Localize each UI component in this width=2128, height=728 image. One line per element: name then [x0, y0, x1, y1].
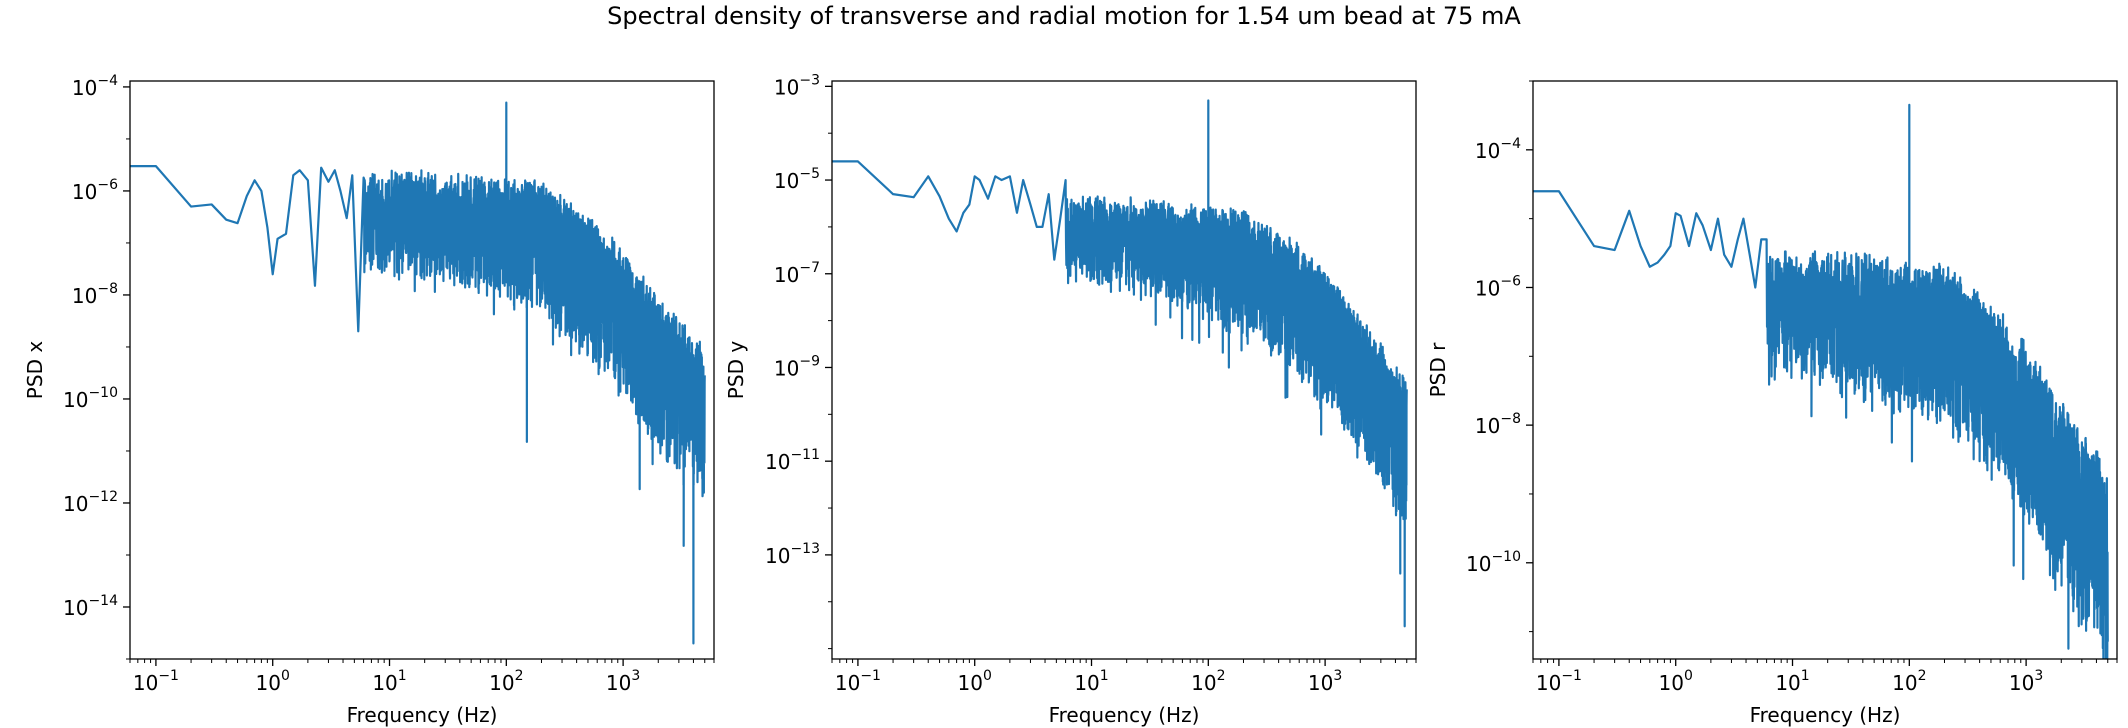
figure-title: Spectral density of transverse and radia…: [607, 2, 1521, 30]
y-tick-label: 10−8: [1475, 411, 1521, 438]
x-tick-label: 102: [1191, 668, 1225, 695]
y-tick-label: 10−9: [774, 353, 820, 380]
psd-series-line: [130, 101, 706, 645]
x-tick-label: 10−1: [835, 668, 881, 695]
x-tick-label: 10−1: [133, 668, 179, 695]
x-tick-label: 100: [256, 668, 290, 695]
psd-series-line: [1533, 103, 2109, 659]
subplot-1: 10−1 100 101 102 103 10−4 10−6 10−8 10−10 10−12 10…: [23, 73, 715, 727]
y-tick-label: 10−6: [1475, 273, 1521, 300]
subplot-3: 10−1 100 101 102 103 10−4 10−6 10−8 10−10 Frequen…: [1426, 80, 2118, 727]
subplot-2: 10−1 100 101 102 103 10−3 10−5 10−7 10−9 10−11 10−…: [724, 72, 1417, 727]
y-tick-label: 10−10: [63, 385, 118, 412]
x-tick-label: 103: [1308, 668, 1342, 695]
y-tick-label: 10−7: [774, 260, 820, 287]
x-tick-label: 102: [489, 668, 523, 695]
x-tick-label: 102: [1892, 668, 1926, 695]
x-axis-label: Frequency (Hz): [1750, 703, 1901, 727]
x-tick-label: 103: [2009, 668, 2043, 695]
y-tick-label: 10−13: [765, 541, 820, 568]
x-axis-label: Frequency (Hz): [1049, 703, 1200, 727]
x-tick-label: 100: [1659, 668, 1693, 695]
y-axis-label: PSD y: [724, 341, 748, 400]
y-tick-label: 10−4: [1475, 136, 1521, 163]
y-tick-label: 10−11: [765, 447, 820, 474]
x-tick-label: 101: [1074, 668, 1108, 695]
subplots: 10−1 100 101 102 103 10−4 10−6 10−8 10−10 10−12 10…: [23, 72, 2118, 727]
y-tick-label: 10−14: [63, 593, 118, 620]
axes-frame: [129, 80, 715, 660]
x-tick-label: 101: [1775, 668, 1809, 695]
y-tick-label: 10−8: [72, 281, 118, 308]
x-tick-label: 10−1: [1536, 668, 1582, 695]
psd-series-line: [832, 99, 1408, 628]
y-axis-label: PSD r: [1426, 342, 1450, 398]
y-tick-label: 10−5: [774, 166, 820, 193]
y-tick-label: 10−3: [774, 72, 820, 99]
y-tick-label: 10−10: [1466, 549, 1521, 576]
axes-frame: [831, 80, 1417, 660]
y-tick-label: 10−4: [72, 73, 118, 100]
x-axis-label: Frequency (Hz): [347, 703, 498, 727]
x-tick-label: 101: [372, 668, 406, 695]
x-tick-label: 100: [958, 668, 992, 695]
y-axis-label: PSD x: [23, 341, 47, 400]
y-tick-label: 10−6: [72, 177, 118, 204]
y-tick-label: 10−12: [63, 489, 118, 516]
x-tick-label: 103: [606, 668, 640, 695]
axes-frame: [1532, 80, 2118, 660]
